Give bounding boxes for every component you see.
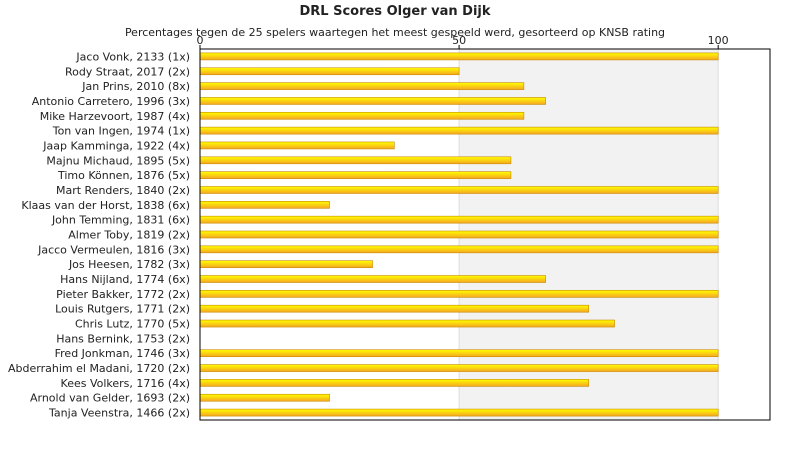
bar — [199, 67, 460, 76]
category-label: Timo Können, 1876 (5x) — [57, 169, 190, 182]
bar — [199, 230, 719, 239]
bar — [199, 275, 546, 283]
category-label: Chris Lutz, 1770 (5x) — [75, 318, 190, 331]
bar — [199, 260, 373, 268]
bar — [199, 201, 330, 209]
bar — [199, 126, 719, 135]
bar — [199, 379, 589, 387]
chart-title: DRL Scores Olger van Dijk — [299, 4, 491, 19]
bar — [199, 97, 546, 105]
category-label: John Temming, 1831 (6x) — [51, 214, 190, 227]
category-label: Jaco Vonk, 2133 (1x) — [75, 50, 190, 63]
bar — [199, 393, 330, 402]
chart-subtitle: Percentages tegen de 25 spelers waartege… — [124, 26, 666, 39]
x-tick-label: 0 — [197, 34, 204, 47]
category-label: Hans Nijland, 1774 (6x) — [60, 273, 190, 286]
bar — [199, 319, 615, 328]
x-tick-label: 100 — [708, 34, 729, 47]
bar — [199, 82, 525, 90]
x-tick-label: 50 — [452, 34, 466, 47]
bar — [199, 364, 719, 372]
bar — [199, 156, 512, 165]
category-label: Mart Renders, 1840 (2x) — [56, 184, 190, 197]
category-label: Arnold van Gelder, 1693 (2x) — [30, 392, 190, 405]
category-label: Majnu Michaud, 1895 (5x) — [46, 154, 190, 167]
category-label: Fred Jonkman, 1746 (3x) — [55, 347, 190, 360]
category-label: Pieter Bakker, 1772 (2x) — [56, 288, 190, 301]
category-label: Kees Volkers, 1716 (4x) — [61, 377, 190, 390]
bar — [199, 171, 512, 179]
bar — [199, 215, 719, 224]
category-label: Louis Rutgers, 1771 (2x) — [55, 303, 190, 316]
category-label: Antonio Carretero, 1996 (3x) — [32, 95, 190, 108]
category-label: Tanja Veenstra, 1466 (2x) — [48, 407, 190, 420]
bar — [199, 408, 719, 417]
category-label: Jos Heesen, 1782 (3x) — [68, 258, 190, 271]
category-label: Abderrahim el Madani, 1720 (2x) — [8, 362, 190, 375]
category-label: Mike Harzevoort, 1987 (4x) — [40, 110, 190, 123]
bar — [199, 186, 719, 194]
category-label: Jan Prins, 2010 (8x) — [81, 80, 190, 93]
category-label: Ton van Ingen, 1974 (1x) — [52, 125, 190, 138]
category-label: Jaap Kamminga, 1922 (4x) — [42, 139, 190, 152]
plot-frame — [199, 48, 771, 421]
bar — [199, 111, 525, 120]
bar — [199, 141, 395, 150]
category-label: Almer Toby, 1819 (2x) — [68, 229, 190, 242]
category-label: Hans Bernink, 1753 (2x) — [56, 332, 190, 345]
bar — [199, 304, 589, 313]
bar — [199, 245, 719, 254]
category-label: Jacco Vermeulen, 1816 (3x) — [37, 243, 190, 256]
category-label: Rody Straat, 2017 (2x) — [65, 65, 190, 78]
category-label: Klaas van der Horst, 1838 (6x) — [21, 199, 190, 212]
bar — [199, 290, 719, 298]
bar — [199, 52, 719, 61]
bar — [199, 349, 719, 358]
